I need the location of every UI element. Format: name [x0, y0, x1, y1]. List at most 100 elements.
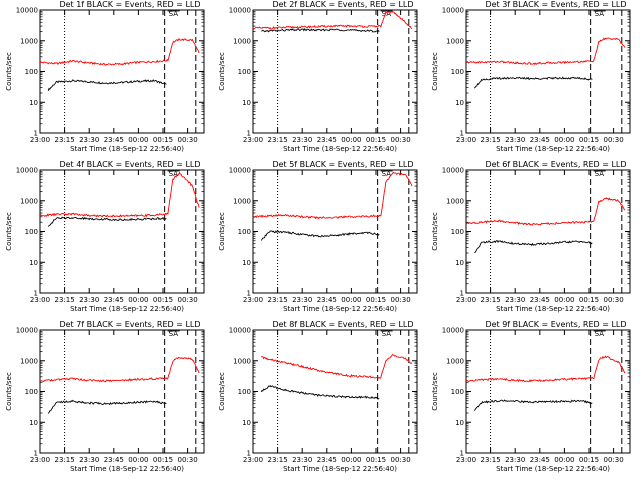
series-events	[260, 230, 380, 241]
y-tick-label: 100	[238, 388, 251, 396]
chart-svg: Det 9f BLACK = Events, RED = LLD 1 10 100 10…	[431, 320, 631, 473]
chart-svg: Det 3f BLACK = Events, RED = LLD 1 10 100 10…	[431, 0, 631, 153]
series-lld	[39, 38, 200, 66]
y-tick-label: 10	[455, 99, 464, 107]
y-tick-label: 1	[247, 290, 251, 298]
sa-marker-label: SA	[382, 170, 392, 178]
y-tick-label: 10	[455, 259, 464, 267]
x-tick-label: 23:30	[79, 296, 99, 304]
y-tick-label: 1	[460, 130, 464, 138]
x-tick-label: 23:00	[30, 296, 50, 304]
x-axis-label: Start Time (18-Sep-12 22:56:40)	[496, 305, 610, 313]
series-lld	[253, 171, 413, 220]
x-tick-label: 23:45	[104, 456, 124, 464]
x-tick-label: 23:00	[456, 456, 476, 464]
y-tick-label: 100	[238, 228, 251, 236]
series-events	[47, 399, 167, 414]
y-axis-label: Counts/sec	[218, 372, 226, 411]
x-tick-label: 23:00	[243, 296, 263, 304]
sa-marker-label: SA	[382, 330, 392, 338]
x-tick-label: 00:00	[341, 136, 361, 144]
x-tick-label: 00:30	[604, 136, 624, 144]
x-axis-label: Start Time (18-Sep-12 22:56:40)	[283, 465, 397, 473]
detector-panel-1: Det 1f BLACK = Events, RED = LLD 1 10 100 10…	[0, 0, 213, 160]
x-axis-label: Start Time (18-Sep-12 22:56:40)	[283, 145, 397, 153]
x-axis-label: Start Time (18-Sep-12 22:56:40)	[496, 145, 610, 153]
x-tick-label: 00:00	[341, 296, 361, 304]
y-tick-label: 10000	[442, 7, 464, 15]
y-axis-label: Counts/sec	[218, 212, 226, 251]
series-lld	[465, 37, 626, 66]
series-lld	[465, 355, 626, 383]
y-tick-label: 10	[455, 419, 464, 427]
y-tick-label: 1000	[233, 357, 251, 365]
chart-title: Det 3f BLACK = Events, RED = LLD	[485, 0, 626, 9]
sa-marker-label: SA	[595, 330, 605, 338]
x-tick-label: 00:30	[391, 136, 411, 144]
x-tick-label: 00:00	[128, 136, 148, 144]
x-tick-label: 00:15	[579, 296, 599, 304]
x-tick-label: 23:00	[456, 296, 476, 304]
series-events	[261, 28, 380, 33]
chart-title: Det 2f BLACK = Events, RED = LLD	[272, 0, 413, 9]
x-tick-label: 23:15	[55, 136, 75, 144]
y-tick-label: 1000	[446, 37, 464, 45]
sa-marker-label: SA	[595, 10, 605, 18]
x-axis-label: Start Time (18-Sep-12 22:56:40)	[70, 465, 184, 473]
x-tick-label: 00:00	[554, 136, 574, 144]
y-axis-label: Counts/sec	[5, 212, 13, 251]
x-tick-label: 00:00	[554, 296, 574, 304]
x-tick-label: 23:30	[505, 296, 525, 304]
x-tick-label: 23:15	[55, 296, 75, 304]
x-tick-label: 23:00	[456, 136, 476, 144]
chart-title: Det 9f BLACK = Events, RED = LLD	[485, 320, 626, 329]
chart-title: Det 8f BLACK = Events, RED = LLD	[272, 320, 413, 329]
y-tick-label: 1	[34, 450, 38, 458]
y-tick-label: 10000	[229, 7, 251, 15]
y-tick-label: 10	[29, 99, 38, 107]
y-tick-label: 1000	[233, 197, 251, 205]
chart-svg: Det 5f BLACK = Events, RED = LLD 1 10 100 10…	[218, 160, 418, 313]
y-tick-label: 100	[451, 388, 464, 396]
series-lld	[39, 171, 200, 218]
y-tick-label: 10	[29, 419, 38, 427]
detector-panel-3: Det 3f BLACK = Events, RED = LLD 1 10 100 10…	[426, 0, 639, 160]
x-axis-label: Start Time (18-Sep-12 22:56:40)	[283, 305, 397, 313]
chart-svg: Det 2f BLACK = Events, RED = LLD 1 10 100 10…	[218, 0, 418, 153]
y-tick-label: 100	[451, 228, 464, 236]
x-tick-label: 23:45	[317, 456, 337, 464]
detector-panel-9: Det 9f BLACK = Events, RED = LLD 1 10 100 10…	[426, 320, 639, 480]
x-tick-label: 23:45	[104, 136, 124, 144]
y-tick-label: 1	[247, 130, 251, 138]
y-tick-label: 100	[25, 388, 38, 396]
chart-svg: Det 6f BLACK = Events, RED = LLD 1 10 100 10…	[431, 160, 631, 313]
x-tick-label: 23:00	[243, 456, 263, 464]
y-tick-label: 1	[247, 450, 251, 458]
y-tick-label: 10000	[16, 167, 38, 175]
y-tick-label: 10000	[229, 327, 251, 335]
x-tick-label: 23:30	[292, 456, 312, 464]
x-tick-label: 23:30	[505, 456, 525, 464]
y-tick-label: 1000	[20, 357, 38, 365]
series-events	[474, 240, 593, 254]
y-tick-label: 100	[238, 68, 251, 76]
x-tick-label: 23:30	[79, 456, 99, 464]
chart-svg: Det 4f BLACK = Events, RED = LLD 1 10 100 10…	[5, 160, 205, 313]
x-tick-label: 00:30	[391, 456, 411, 464]
x-tick-label: 23:45	[530, 296, 550, 304]
x-tick-label: 00:30	[178, 296, 198, 304]
x-tick-label: 23:15	[481, 296, 501, 304]
x-tick-label: 23:15	[268, 456, 288, 464]
detector-panel-5: Det 5f BLACK = Events, RED = LLD 1 10 100 10…	[213, 160, 426, 320]
x-tick-label: 00:00	[554, 456, 574, 464]
series-events	[473, 399, 593, 411]
x-tick-label: 23:30	[292, 136, 312, 144]
series-events	[47, 216, 167, 227]
y-axis-label: Counts/sec	[431, 372, 439, 411]
x-tick-label: 00:15	[366, 456, 386, 464]
x-tick-label: 23:45	[530, 456, 550, 464]
chart-title: Det 1f BLACK = Events, RED = LLD	[59, 0, 200, 9]
x-tick-label: 23:30	[292, 296, 312, 304]
chart-title: Det 7f BLACK = Events, RED = LLD	[59, 320, 200, 329]
